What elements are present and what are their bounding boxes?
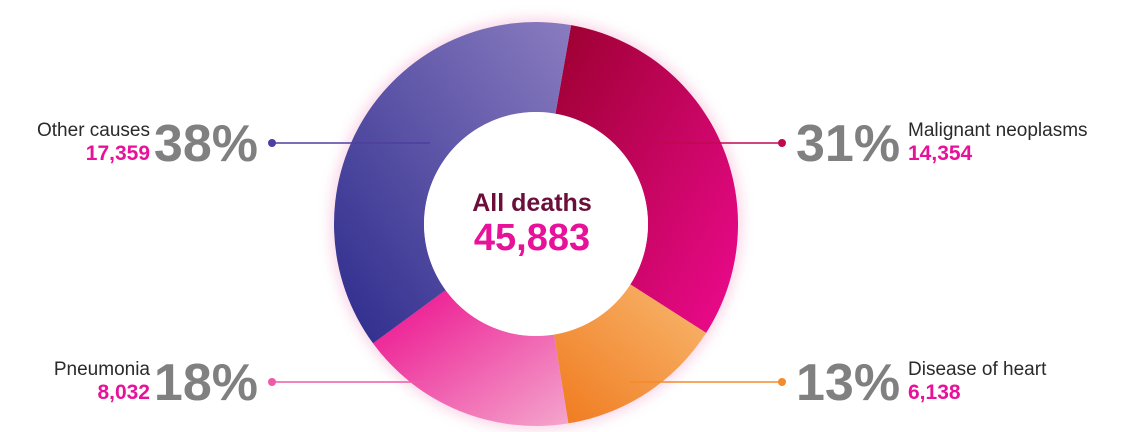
- callout-disease-of-heart: 13% Disease of heart 6,138: [796, 357, 1129, 413]
- slice-label-other-causes: Other causes: [37, 120, 150, 141]
- callout-other-causes: Other causes 17,359 38%: [0, 118, 262, 174]
- leader-dot-malignant-neoplasms: [778, 139, 786, 147]
- slice-percent-malignant-neoplasms: 31%: [796, 115, 901, 173]
- center-title: All deaths: [472, 189, 592, 217]
- slice-percent-other-causes: 38%: [153, 115, 258, 173]
- leader-dot-other-causes: [268, 139, 276, 147]
- donut-hole: [424, 112, 648, 336]
- callout-malignant-neoplasms: 31% Malignant neoplasms 14,354: [796, 118, 1129, 174]
- slice-label-malignant-neoplasms: Malignant neoplasms: [908, 120, 1088, 141]
- slice-label-disease-of-heart: Disease of heart: [908, 359, 1047, 380]
- slice-disease-of-heart: [553, 284, 707, 424]
- leader-dot-pneumonia: [268, 378, 276, 386]
- slice-pneumonia: [372, 290, 569, 426]
- slice-malignant-neoplasms: [555, 25, 738, 333]
- slice-count-malignant-neoplasms: 14,354: [908, 142, 973, 165]
- center-label: All deaths 45,883: [432, 188, 632, 258]
- slice-other-causes: [334, 22, 572, 344]
- slice-percent-disease-of-heart: 13%: [796, 354, 901, 412]
- slice-count-pneumonia: 8,032: [97, 381, 150, 404]
- slice-percent-pneumonia: 18%: [153, 354, 258, 412]
- slice-count-other-causes: 17,359: [85, 142, 150, 165]
- center-total: 45,883: [473, 217, 591, 259]
- slice-count-disease-of-heart: 6,138: [908, 381, 961, 404]
- callout-pneumonia: Pneumonia 8,032 18%: [0, 357, 262, 413]
- leader-dot-disease-of-heart: [778, 378, 786, 386]
- slice-label-pneumonia: Pneumonia: [53, 359, 150, 380]
